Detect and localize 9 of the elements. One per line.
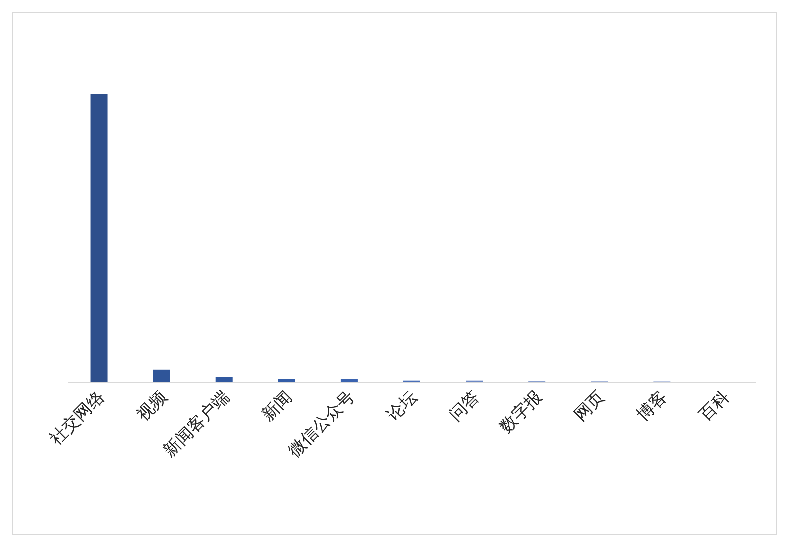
x-tick-label: 社交网络 (46, 387, 108, 449)
x-tick-label: 博客 (634, 387, 672, 425)
x-tick-label: 网页 (570, 387, 608, 425)
x-tick-label: 问答 (446, 387, 484, 425)
x-tick-label: 论坛 (383, 387, 421, 425)
x-tick-label: 百科 (696, 387, 734, 425)
x-tick-label: 数字报 (496, 387, 546, 437)
x-tick-label: 视频 (133, 387, 171, 425)
x-tick-label: 新闻 (258, 387, 296, 425)
